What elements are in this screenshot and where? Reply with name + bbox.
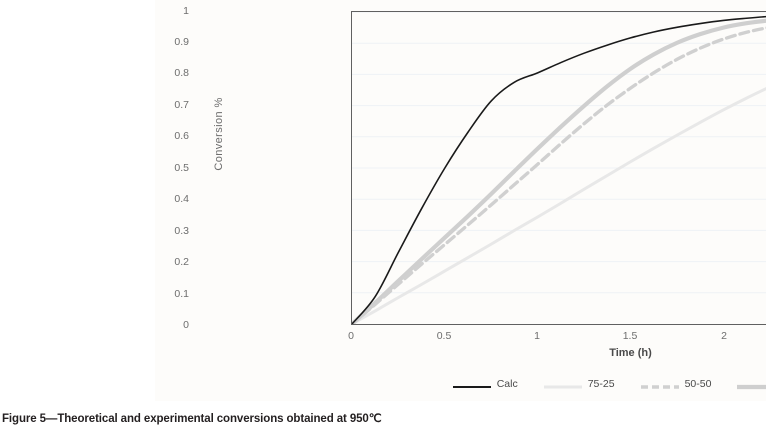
series-line-calc xyxy=(352,15,766,324)
y-tick-label: 0.6 xyxy=(174,130,189,142)
gridlines xyxy=(352,12,766,294)
x-tick-label: 1 xyxy=(534,330,540,342)
series-line-50-50 xyxy=(352,26,766,324)
x-tick-label: 0.5 xyxy=(436,330,452,342)
legend-label: 50-50 xyxy=(684,378,712,390)
x-tick-label: 0 xyxy=(348,330,354,342)
y-tick-label: 0.5 xyxy=(174,162,189,174)
y-tick-label: 0 xyxy=(183,319,189,331)
x-tick-label: 2 xyxy=(721,330,727,342)
y-tick-label: 0.7 xyxy=(174,99,189,111)
legend-item-50-50[interactable]: 50-50 xyxy=(640,378,712,390)
y-tick-label: 0.4 xyxy=(174,193,189,205)
y-tick-label: 0.2 xyxy=(174,256,189,268)
y-tick-label: 0.3 xyxy=(174,225,189,237)
legend-item-calc[interactable]: Calc xyxy=(452,378,518,390)
y-axis-title: Conversion % xyxy=(213,97,225,171)
legend-swatch-icon xyxy=(737,379,766,390)
figure-caption: Figure 5—Theoretical and experimental co… xyxy=(2,413,382,425)
chart-canvas: 1 0.9 0.8 0.7 0.6 0.5 0.4 0.3 0.2 0.1 0 … xyxy=(155,0,766,401)
legend-swatch-icon xyxy=(640,379,679,389)
legend-swatch-icon xyxy=(452,379,491,389)
y-tick-label: 1 xyxy=(183,5,189,17)
x-tick-label: 1.5 xyxy=(622,330,638,342)
x-axis-title: Time (h) xyxy=(609,347,652,359)
series-lines xyxy=(352,15,766,324)
legend-item-75-25[interactable]: 75-25 xyxy=(543,378,615,390)
legend-label: Calc xyxy=(496,378,518,390)
legend-item-25-75[interactable]: 25-75 xyxy=(737,378,766,390)
legend-label: 75-25 xyxy=(587,378,615,390)
y-tick-label: 0.8 xyxy=(174,67,189,79)
chart-legend: Calc 75-25 50-50 25-75 xyxy=(351,378,766,390)
y-tick-label: 0.1 xyxy=(174,288,189,300)
series-line-75-25 xyxy=(352,87,766,324)
legend-swatch-icon xyxy=(543,379,582,389)
series-line-25-75 xyxy=(352,18,766,324)
plot-area xyxy=(351,11,766,325)
plot-svg xyxy=(352,12,766,324)
y-tick-label: 0.9 xyxy=(174,36,189,48)
